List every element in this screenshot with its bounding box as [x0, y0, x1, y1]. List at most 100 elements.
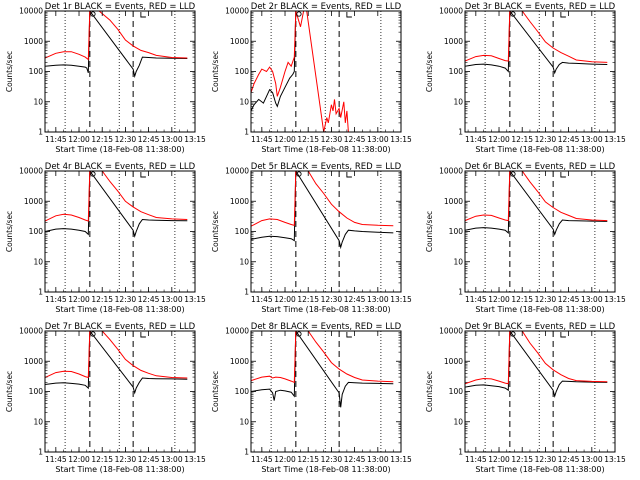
x-tick-label: 13:15: [390, 135, 412, 144]
events-line: [465, 11, 608, 75]
chart-title: Det 7r BLACK = Events, RED = LLD: [45, 322, 196, 332]
y-tick-label: 1000: [24, 37, 43, 46]
y-tick-label: 10: [33, 257, 43, 266]
panel-5: 1 10 100 1000 10000 11:45 12:00 12:15 12:30 12:45…: [211, 162, 412, 314]
chart-title: Det 1r BLACK = Events, RED = LLD: [45, 2, 196, 12]
y-tick-label: 1: [458, 448, 463, 457]
y-tick-label: 1: [38, 448, 43, 457]
y-axis-label: Counts/sec: [425, 51, 434, 92]
x-tick-label: 12:30: [321, 455, 343, 464]
chart-title: Det 6r BLACK = Events, RED = LLD: [465, 162, 616, 172]
y-tick-label: 10000: [225, 7, 249, 16]
plot-frame: [44, 330, 196, 453]
events-line: [45, 171, 188, 238]
y-tick-label: 1000: [24, 357, 43, 366]
x-tick-label: 12:45: [138, 455, 160, 464]
y-tick-label: 10: [453, 417, 463, 426]
events-line: [251, 331, 394, 408]
lld-line: [251, 11, 349, 132]
x-tick-label: 13:00: [581, 135, 603, 144]
x-tick-label: 12:30: [321, 295, 343, 304]
y-axis-label: Counts/sec: [5, 371, 14, 412]
x-tick-label: 13:00: [367, 135, 389, 144]
panel-4: 1 10 100 1000 10000 11:45 12:00 12:15 12:30 12:45…: [5, 162, 206, 314]
x-tick-label: 12:30: [535, 455, 557, 464]
x-axis-label: Start Time (18-Feb-08 11:38:00): [55, 145, 184, 154]
panel-2: 1 10 100 1000 10000 11:45 12:00 12:15 12:30 12:45…: [211, 2, 412, 154]
y-tick-label: 100: [235, 227, 250, 236]
x-tick-label: 11:45: [251, 295, 273, 304]
x-tick-label: 12:45: [558, 135, 580, 144]
marker-bracket: [560, 12, 566, 18]
marker-circle: [296, 11, 302, 17]
x-tick-label: 12:45: [138, 135, 160, 144]
marker-circle: [90, 331, 96, 337]
y-axis-label: Counts/sec: [211, 211, 220, 252]
x-tick-label: 12:45: [344, 295, 366, 304]
y-tick-label: 1: [458, 128, 463, 137]
x-tick-label: 13:00: [367, 295, 389, 304]
y-axis-label: Counts/sec: [5, 51, 14, 92]
x-tick-label: 11:45: [465, 135, 487, 144]
y-tick-label: 1000: [444, 197, 463, 206]
x-axis-label: Start Time (18-Feb-08 11:38:00): [475, 465, 604, 474]
y-tick-label: 1000: [24, 197, 43, 206]
x-tick-label: 11:45: [45, 295, 67, 304]
y-axis-label: Counts/sec: [211, 51, 220, 92]
x-tick-label: 13:15: [390, 455, 412, 464]
panel-8: 1 10 100 1000 10000 11:45 12:00 12:15 12:30 12:45…: [211, 322, 412, 474]
x-tick-label: 11:45: [45, 135, 67, 144]
plot-frame: [250, 170, 402, 293]
x-axis-label: Start Time (18-Feb-08 11:38:00): [261, 145, 390, 154]
x-tick-label: 12:30: [321, 135, 343, 144]
x-tick-label: 12:00: [488, 455, 510, 464]
events-line: [45, 11, 188, 79]
x-axis-label: Start Time (18-Feb-08 11:38:00): [261, 465, 390, 474]
x-tick-label: 13:00: [367, 455, 389, 464]
x-tick-label: 13:15: [184, 455, 206, 464]
marker-circle: [510, 11, 516, 17]
chart-title: Det 4r BLACK = Events, RED = LLD: [45, 162, 196, 172]
x-tick-label: 13:15: [184, 295, 206, 304]
marker-circle: [296, 331, 302, 337]
marker-bracket: [140, 12, 146, 18]
x-axis-label: Start Time (18-Feb-08 11:38:00): [475, 305, 604, 314]
x-tick-label: 12:00: [274, 135, 296, 144]
x-tick-label: 12:15: [297, 295, 319, 304]
x-tick-label: 13:00: [581, 455, 603, 464]
x-tick-label: 12:45: [558, 295, 580, 304]
x-axis-label: Start Time (18-Feb-08 11:38:00): [261, 305, 390, 314]
lld-line: [465, 11, 608, 63]
x-axis-label: Start Time (18-Feb-08 11:38:00): [55, 305, 184, 314]
x-tick-label: 12:00: [488, 295, 510, 304]
x-tick-label: 13:00: [161, 135, 183, 144]
lld-line: [251, 171, 394, 227]
y-axis-label: Counts/sec: [5, 211, 14, 252]
y-tick-label: 1: [244, 448, 249, 457]
panel-7: 1 10 100 1000 10000 11:45 12:00 12:15 12:30 12:45…: [5, 322, 206, 474]
x-tick-label: 12:30: [535, 135, 557, 144]
x-tick-label: 12:00: [274, 455, 296, 464]
x-tick-label: 12:30: [115, 135, 137, 144]
y-tick-label: 10000: [225, 327, 249, 336]
marker-bracket: [560, 172, 566, 178]
x-tick-label: 11:45: [465, 455, 487, 464]
y-tick-label: 10000: [19, 7, 43, 16]
y-tick-label: 1000: [230, 197, 249, 206]
chart-title: Det 3r BLACK = Events, RED = LLD: [465, 2, 616, 12]
chart-title: Det 5r BLACK = Events, RED = LLD: [251, 162, 402, 172]
x-tick-label: 13:00: [161, 455, 183, 464]
y-tick-label: 1: [38, 128, 43, 137]
x-tick-label: 12:15: [511, 295, 533, 304]
y-tick-label: 10000: [439, 167, 463, 176]
marker-bracket: [560, 332, 566, 338]
plot-frame: [464, 330, 616, 453]
y-tick-label: 1000: [444, 357, 463, 366]
y-tick-label: 100: [29, 67, 44, 76]
marker-circle: [296, 171, 302, 177]
x-tick-label: 13:15: [604, 135, 626, 144]
x-tick-label: 12:30: [115, 455, 137, 464]
x-tick-label: 12:15: [91, 135, 113, 144]
x-tick-label: 12:45: [558, 455, 580, 464]
panel-9: 1 10 100 1000 10000 11:45 12:00 12:15 12:30 12:45…: [425, 322, 626, 474]
